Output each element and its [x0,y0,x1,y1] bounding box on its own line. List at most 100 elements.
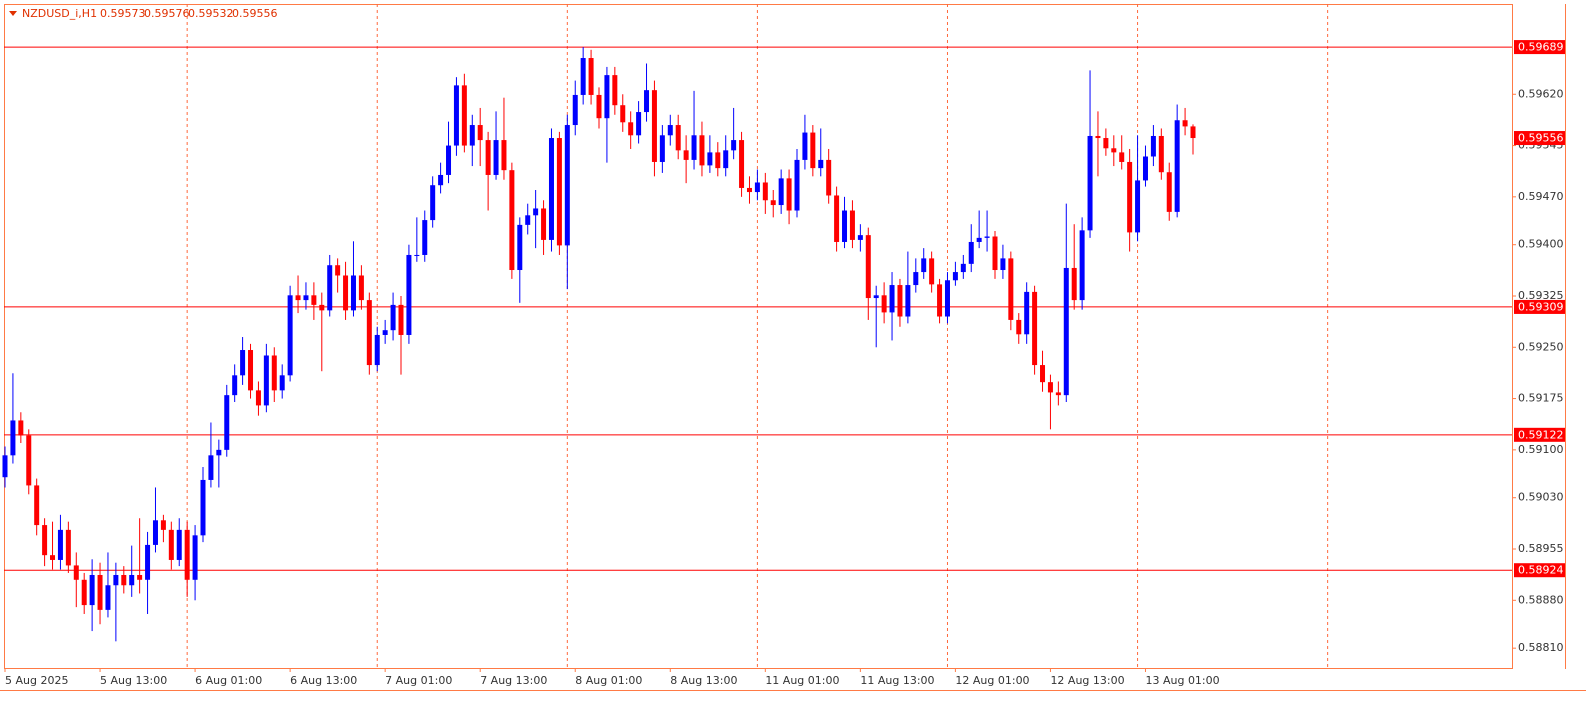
candle-body [1047,382,1053,393]
candle-body [929,258,935,285]
candle-body [762,182,768,201]
candle-body [921,258,927,273]
candle-body [398,304,404,335]
candle-body [406,254,412,335]
plot-frame [4,4,1513,669]
level-label-bg [1514,299,1565,314]
candle-body [453,85,459,146]
level-label-bg [1514,427,1565,442]
candle-body [636,112,642,136]
candle-body [992,236,998,271]
candle-body [897,285,903,317]
candle-body [255,390,261,406]
candle-body [786,178,792,211]
candle-body [343,275,349,311]
candle-body [548,138,554,240]
candle-body [644,90,650,113]
candle-body [699,135,705,166]
candle-body [311,295,317,305]
x-tick-label: 12 Aug 01:00 [955,674,1029,687]
candle-body [1040,365,1046,383]
candle-body [335,265,341,276]
candle-body [1087,135,1093,231]
candle-body [422,220,428,255]
candle-body [42,525,48,556]
candle-body [160,520,166,530]
candle-body [1063,267,1069,396]
candle-body [1095,135,1101,139]
x-tick-label: 8 Aug 01:00 [575,674,642,687]
candle-body [818,159,824,169]
candle-body [715,152,721,169]
candle-body [913,272,919,286]
candle-body [691,135,697,160]
candle-body [374,334,380,366]
y-tick-label: 0.59030 [1518,491,1564,504]
candle-body [89,574,95,606]
candle-body [50,555,56,560]
x-tick-label: 12 Aug 13:00 [1050,674,1124,687]
candle-body [327,265,333,311]
candle-body [295,295,301,301]
candle-body [469,125,475,146]
candle-body [176,529,182,560]
candle-body [976,237,982,242]
candle-body [232,375,238,396]
candle-body [224,395,230,450]
level-label: 0.59689 [1518,41,1564,54]
candle-body [438,174,444,186]
y-tick-label: 0.59100 [1518,443,1564,456]
candle-body [192,535,198,580]
candle-body [414,254,420,256]
candle-body [778,178,784,206]
y-tick-label: 0.59470 [1518,190,1564,203]
x-tick-label: 6 Aug 13:00 [290,674,357,687]
candle-body [168,529,174,560]
candle-body [1008,258,1014,320]
candle-body [263,355,269,406]
y-tick-label: 0.59175 [1518,392,1564,405]
candle-body [1127,161,1133,233]
title-arrow [9,11,17,16]
ohlc-value: 0.59556 [232,7,278,20]
candle-body [517,224,523,271]
candle-body [493,140,499,175]
candle-body [770,200,776,206]
candle-body [1119,152,1125,162]
x-tick-label: 6 Aug 01:00 [195,674,262,687]
candle-body [152,520,158,545]
price-label-bg [1514,131,1565,146]
candle-body [905,285,911,317]
candle-body [683,150,689,160]
candle-body [390,304,396,331]
candle-body [723,150,729,169]
candle-body [564,125,570,246]
y-tick-label: 0.59325 [1518,289,1564,302]
candle-body [952,272,958,281]
candle-body [1111,148,1117,153]
candle-body [810,132,816,169]
chart-title: NZDUSD_i,H1 [22,7,97,20]
y-tick-label: 0.59400 [1518,238,1564,251]
candle-body [34,485,40,526]
candle-body [248,350,254,391]
candle-body [857,235,863,240]
candle-body [533,208,539,216]
candle-body [1135,180,1141,233]
candle-body [208,455,214,480]
candle-body [968,241,974,264]
candle-body [485,140,491,175]
candle-body [1150,135,1156,157]
candle-body [802,132,808,160]
ohlc-value: 0.59576 [144,7,190,20]
candle-body [1158,135,1164,173]
candle-body [366,300,372,366]
candle-body [731,140,737,151]
candle-body [612,75,618,106]
candle-body [739,140,745,188]
candle-body [541,208,547,240]
candle-body [659,135,665,162]
